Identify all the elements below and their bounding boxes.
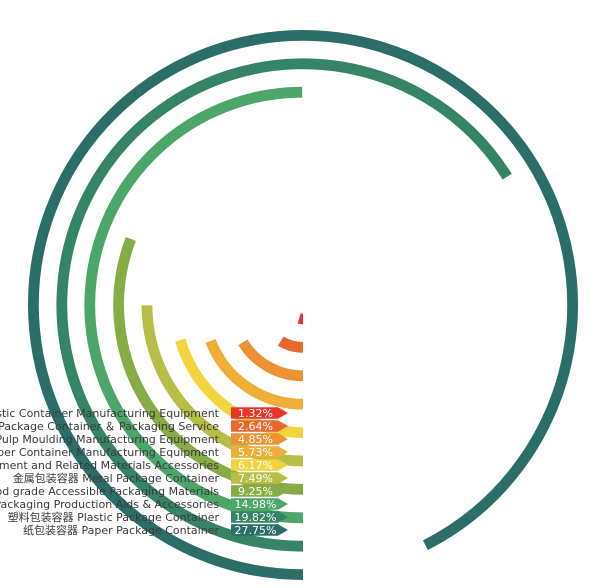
arc-1 xyxy=(277,336,304,353)
arc-8 xyxy=(56,58,512,552)
value-band-6 xyxy=(231,485,288,497)
value-band-2 xyxy=(231,433,288,445)
category-label-1: Package Container ＆ Packaging Service xyxy=(0,420,219,433)
arc-0 xyxy=(297,313,304,325)
label-band-group: 1.32% Plastic Container Manufacturing Equ… xyxy=(0,407,288,537)
value-label-2: 4.85% xyxy=(238,433,273,446)
category-label-8: 塑料包装容器 Plastic Package Container xyxy=(8,510,220,524)
value-label-7: 14.98% xyxy=(235,498,277,511)
value-band-8 xyxy=(231,511,288,523)
category-label-5: 金属包装容器 Metal Package Container xyxy=(13,471,220,485)
arc-2 xyxy=(238,339,304,382)
category-label-3: Paper Container Manufacturing Equipment xyxy=(0,446,220,459)
value-band-7 xyxy=(231,498,288,510)
value-band-5 xyxy=(231,472,288,484)
value-band-9 xyxy=(231,524,288,536)
value-label-9: 27.75% xyxy=(235,524,277,537)
arc-4 xyxy=(175,338,304,438)
category-label-6: Food grade Accessible Packaging Material… xyxy=(0,485,219,498)
value-label-3: 5.73% xyxy=(238,446,273,459)
value-label-6: 9.25% xyxy=(238,485,273,498)
value-band-4 xyxy=(231,459,288,471)
value-band-3 xyxy=(231,446,288,458)
arc-3 xyxy=(205,338,304,410)
value-label-0: 1.32% xyxy=(238,407,273,420)
category-label-7: Packaging Production Aids & Accessories xyxy=(0,498,219,511)
value-label-5: 7.49% xyxy=(238,472,273,485)
arc-9 xyxy=(28,30,578,580)
category-label-0: Plastic Container Manufacturing Equipmen… xyxy=(0,407,220,420)
arc-7 xyxy=(84,86,304,524)
value-label-1: 2.64% xyxy=(238,420,273,433)
value-band-1 xyxy=(231,420,288,432)
category-label-2: Pulp Moulding Manufacturing Equipment xyxy=(0,433,220,446)
value-label-4: 6.17% xyxy=(238,459,273,472)
category-label-9: 纸包装容器 Paper Package Container xyxy=(23,523,219,537)
value-label-8: 19.82% xyxy=(235,511,277,524)
category-label-4: Packaging Equipment and Related Material… xyxy=(0,459,219,472)
value-band-0 xyxy=(231,407,288,419)
